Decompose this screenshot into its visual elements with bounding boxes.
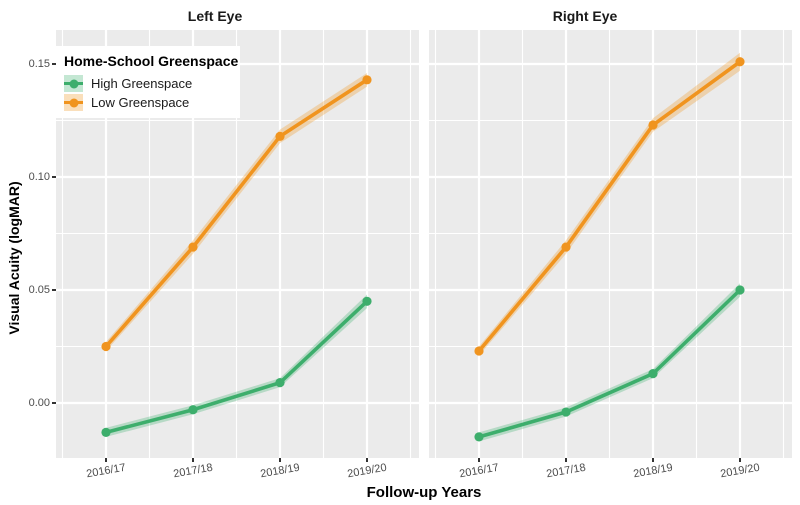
panel-right-eye	[429, 30, 792, 458]
data-point	[474, 346, 484, 356]
legend-title: Home-School Greenspace	[64, 53, 239, 69]
data-point	[648, 120, 658, 130]
x-tick-label: 2016/17	[85, 461, 127, 481]
x-tick-mark	[478, 458, 480, 462]
y-tick-label: 0.00	[28, 397, 50, 409]
x-tick-mark	[105, 458, 107, 462]
data-point	[275, 378, 285, 388]
legend-item-high-greenspace: High Greenspace	[64, 74, 232, 93]
y-tick-mark	[52, 289, 56, 291]
y-tick-label: 0.10	[28, 171, 50, 183]
low-greenspace-key-icon	[64, 94, 83, 111]
data-point	[648, 369, 658, 379]
x-tick-mark	[739, 458, 741, 462]
data-point	[362, 296, 372, 306]
legend-item-low-greenspace: Low Greenspace	[64, 93, 232, 112]
x-tick-label: 2017/18	[172, 461, 214, 481]
confidence-ribbon	[106, 294, 367, 437]
data-point	[735, 57, 745, 67]
x-tick-label: 2019/20	[719, 461, 761, 481]
x-tick-label: 2016/17	[458, 461, 500, 481]
y-tick-mark	[52, 176, 56, 178]
trend-line	[104, 78, 369, 349]
x-tick-mark	[652, 458, 654, 462]
trend-line	[477, 288, 742, 439]
x-axis-title: Follow-up Years	[366, 484, 482, 501]
data-point	[275, 131, 285, 141]
x-tick-label: 2018/19	[259, 461, 301, 481]
facet-title-right-eye: Right Eye	[552, 8, 618, 24]
confidence-ribbon	[106, 73, 367, 352]
data-point	[474, 432, 484, 442]
data-point	[561, 407, 571, 417]
legend-label: Low Greenspace	[91, 95, 190, 110]
confidence-ribbon	[479, 283, 740, 442]
legend: Home-School Greenspace High Greenspace L…	[56, 46, 240, 118]
trend-line	[477, 59, 742, 353]
high-greenspace-key-icon	[64, 75, 83, 92]
x-tick-label: 2017/18	[545, 461, 587, 481]
data-point	[735, 285, 745, 295]
x-tick-mark	[192, 458, 194, 462]
data-point	[362, 75, 372, 85]
y-tick-label: 0.05	[28, 284, 50, 296]
data-point	[561, 242, 571, 252]
data-point	[188, 242, 198, 252]
data-point	[101, 341, 111, 352]
y-tick-mark	[52, 63, 56, 65]
x-tick-label: 2019/20	[346, 461, 388, 481]
data-point	[188, 405, 198, 415]
y-tick-mark	[52, 402, 56, 404]
x-tick-mark	[279, 458, 281, 462]
confidence-ribbon	[479, 52, 740, 356]
x-tick-mark	[366, 458, 368, 462]
trend-line	[104, 299, 369, 435]
x-tick-label: 2018/19	[632, 461, 674, 481]
y-axis-title: Visual Acuity (logMAR)	[6, 181, 22, 335]
right-eye-chart	[429, 30, 792, 458]
x-tick-mark	[565, 458, 567, 462]
y-tick-label: 0.15	[28, 58, 50, 70]
legend-label: High Greenspace	[91, 76, 193, 91]
facet-title-left-eye: Left Eye	[187, 8, 243, 24]
data-point	[101, 427, 111, 437]
